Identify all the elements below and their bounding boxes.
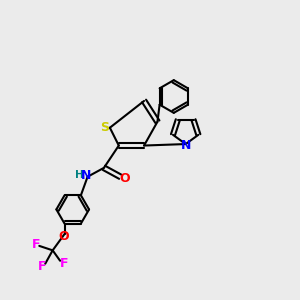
Text: F: F bbox=[59, 257, 68, 270]
Text: H: H bbox=[75, 170, 84, 180]
Text: F: F bbox=[32, 238, 41, 251]
Text: S: S bbox=[100, 121, 109, 134]
Text: N: N bbox=[81, 169, 91, 182]
Text: F: F bbox=[38, 260, 46, 273]
Text: O: O bbox=[58, 230, 69, 243]
Text: N: N bbox=[181, 139, 191, 152]
Text: O: O bbox=[119, 172, 130, 185]
